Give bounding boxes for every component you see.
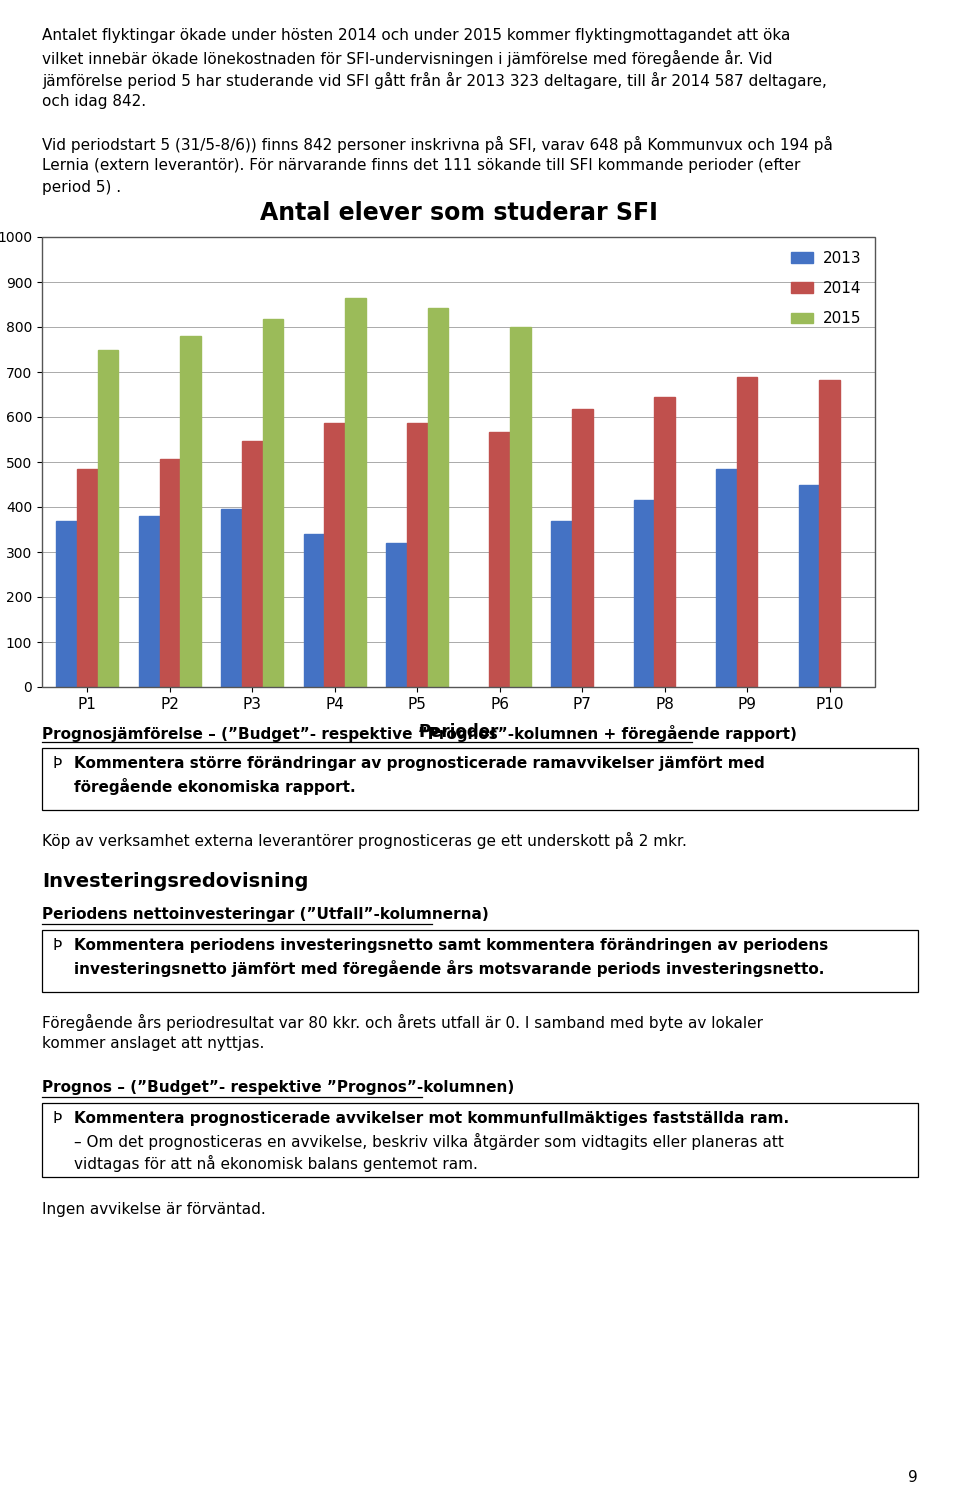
Text: Kommentera större förändringar av prognosticerade ramavvikelser jämfört med: Kommentera större förändringar av progno… bbox=[74, 755, 765, 770]
Bar bbox=[304, 534, 324, 687]
Bar bbox=[42, 237, 875, 687]
Bar bbox=[716, 469, 737, 687]
Text: vilket innebär ökade lönekostnaden för SFI-undervisningen i jämförelse med föreg: vilket innebär ökade lönekostnaden för S… bbox=[42, 49, 773, 67]
Bar bbox=[180, 336, 201, 687]
Bar bbox=[819, 381, 840, 687]
Text: jämförelse period 5 har studerande vid SFI gått från år 2013 323 deltagare, till: jämförelse period 5 har studerande vid S… bbox=[42, 72, 827, 88]
Text: Vid periodstart 5 (31/5-8/6)) finns 842 personer inskrivna på SFI, varav 648 på : Vid periodstart 5 (31/5-8/6)) finns 842 … bbox=[42, 136, 833, 153]
Bar bbox=[42, 1103, 918, 1177]
Bar bbox=[159, 459, 180, 687]
Bar bbox=[490, 432, 510, 687]
Bar bbox=[427, 309, 448, 687]
Legend: 2013, 2014, 2015: 2013, 2014, 2015 bbox=[784, 244, 868, 333]
Bar bbox=[510, 327, 531, 687]
Bar bbox=[242, 441, 263, 687]
Text: Prognosjämförelse – (”Budget”- respektive ”Prognos”-kolumnen + föregående rappor: Prognosjämförelse – (”Budget”- respektiv… bbox=[42, 726, 797, 742]
Bar bbox=[407, 423, 427, 687]
Bar bbox=[263, 319, 283, 687]
Text: och idag 842.: och idag 842. bbox=[42, 94, 146, 109]
Bar bbox=[572, 409, 592, 687]
Text: Þ: Þ bbox=[52, 755, 61, 770]
Text: föregående ekonomiska rapport.: föregående ekonomiska rapport. bbox=[74, 778, 355, 794]
Bar bbox=[737, 376, 757, 687]
Bar bbox=[77, 469, 98, 687]
Bar bbox=[42, 929, 918, 992]
Bar bbox=[551, 520, 572, 687]
Bar bbox=[386, 543, 407, 687]
Bar bbox=[655, 397, 675, 687]
Bar bbox=[139, 516, 159, 687]
Text: Þ: Þ bbox=[52, 1111, 61, 1126]
Bar bbox=[634, 501, 655, 687]
X-axis label: Perioder: Perioder bbox=[419, 723, 498, 741]
Text: Þ: Þ bbox=[52, 938, 61, 953]
Text: Lernia (extern leverantör). För närvarande finns det 111 sökande till SFI komman: Lernia (extern leverantör). För närvaran… bbox=[42, 157, 801, 172]
Text: vidtagas för att nå ekonomisk balans gentemot ram.: vidtagas för att nå ekonomisk balans gen… bbox=[74, 1156, 478, 1172]
Text: – Om det prognosticeras en avvikelse, beskriv vilka åtgärder som vidtagits eller: – Om det prognosticeras en avvikelse, be… bbox=[74, 1133, 784, 1150]
Text: Föregående års periodresultat var 80 kkr. och årets utfall är 0. I samband med b: Föregående års periodresultat var 80 kkr… bbox=[42, 1013, 763, 1031]
Text: kommer anslaget att nyttjas.: kommer anslaget att nyttjas. bbox=[42, 1036, 264, 1051]
Text: Periodens nettoinvesteringar (”Utfall”-kolumnerna): Periodens nettoinvesteringar (”Utfall”-k… bbox=[42, 907, 489, 922]
Bar bbox=[98, 349, 118, 687]
Bar bbox=[57, 520, 77, 687]
Bar bbox=[42, 748, 918, 809]
Text: Antalet flyktingar ökade under hösten 2014 och under 2015 kommer flyktingmottaga: Antalet flyktingar ökade under hösten 20… bbox=[42, 28, 790, 43]
Text: Investeringsredovisning: Investeringsredovisning bbox=[42, 872, 308, 890]
Bar bbox=[345, 298, 366, 687]
Text: Kommentera periodens investeringsnetto samt kommentera förändringen av periodens: Kommentera periodens investeringsnetto s… bbox=[74, 938, 828, 953]
Bar bbox=[222, 510, 242, 687]
Bar bbox=[799, 484, 819, 687]
Text: Ingen avvikelse är förväntad.: Ingen avvikelse är förväntad. bbox=[42, 1202, 266, 1217]
Text: investeringsnetto jämfört med föregående års motsvarande periods investeringsnet: investeringsnetto jämfört med föregående… bbox=[74, 959, 825, 977]
Title: Antal elever som studerar SFI: Antal elever som studerar SFI bbox=[259, 201, 658, 225]
Text: Köp av verksamhet externa leverantörer prognosticeras ge ett underskott på 2 mkr: Köp av verksamhet externa leverantörer p… bbox=[42, 832, 686, 848]
Bar bbox=[324, 423, 345, 687]
Text: Kommentera prognosticerade avvikelser mot kommunfullmäktiges fastställda ram.: Kommentera prognosticerade avvikelser mo… bbox=[74, 1111, 789, 1126]
Text: 9: 9 bbox=[908, 1471, 918, 1486]
Text: period 5) .: period 5) . bbox=[42, 180, 121, 195]
Text: Prognos – (”Budget”- respektive ”Prognos”-kolumnen): Prognos – (”Budget”- respektive ”Prognos… bbox=[42, 1079, 515, 1094]
